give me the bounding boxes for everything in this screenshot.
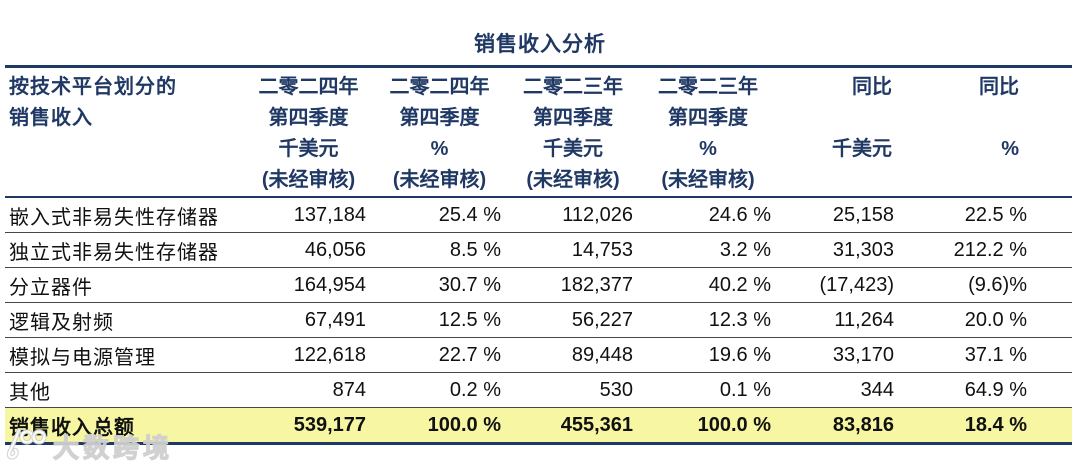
table-cell: 31,303 — [777, 232, 900, 268]
table-cell: 0.2 % — [372, 372, 507, 408]
table-row: 嵌入式非易失性存储器 137,184 25.4 % 112,026 24.6 %… — [5, 197, 1072, 233]
page-title: 销售收入分析 — [474, 33, 606, 56]
row-label: 独立式非易失性存储器 — [5, 232, 245, 268]
table-cell: 164,954 — [245, 267, 372, 303]
table-cell: 14,753 — [507, 232, 639, 268]
table-cell: 8.5 % — [372, 232, 507, 268]
total-row: 销售收入总额 539,177 100.0 % 455,361 100.0 % 8… — [5, 407, 1072, 445]
table-cell: 12.3 % — [639, 302, 777, 338]
total-cell: 100.0 % — [372, 407, 507, 445]
table-cell: 137,184 — [245, 197, 372, 233]
total-cell: 100.0 % — [639, 407, 777, 445]
total-row-label: 销售收入总额 — [5, 407, 245, 445]
table-cell: 89,448 — [507, 337, 639, 373]
table-cell: 22.5 % — [900, 197, 1072, 233]
table-row: 独立式非易失性存储器 46,056 8.5 % 14,753 3.2 % 31,… — [5, 232, 1072, 268]
row-label: 逻辑及射频 — [5, 302, 245, 338]
table-cell: 33,170 — [777, 337, 900, 373]
table-cell: 112,026 — [507, 197, 639, 233]
table-cell: 122,618 — [245, 337, 372, 373]
table-cell: 24.6 % — [639, 197, 777, 233]
table-cell: 3.2 % — [639, 232, 777, 268]
table-row: 模拟与电源管理 122,618 22.7 % 89,448 19.6 % 33,… — [5, 337, 1072, 373]
column-header-2023q4-pct: 二零二三年 第四季度 % (未经审核) — [639, 66, 777, 198]
column-header-yoy-pct: 同比 % — [900, 66, 1072, 198]
table-cell: (17,423) — [777, 267, 900, 303]
table-cell: 67,491 — [245, 302, 372, 338]
table-cell: (9.6)% — [900, 267, 1072, 303]
table-cell: 182,377 — [507, 267, 639, 303]
row-label: 分立器件 — [5, 267, 245, 303]
column-header-2024q4-pct: 二零二四年 第四季度 % (未经审核) — [372, 66, 507, 198]
total-cell: 455,361 — [507, 407, 639, 445]
total-cell: 18.4 % — [900, 407, 1072, 445]
table-cell: 30.7 % — [372, 267, 507, 303]
table-cell: 64.9 % — [900, 372, 1072, 408]
table-cell: 46,056 — [245, 232, 372, 268]
total-cell: 539,177 — [245, 407, 372, 445]
table-cell: 874 — [245, 372, 372, 408]
table-cell: 344 — [777, 372, 900, 408]
table-cell: 0.1 % — [639, 372, 777, 408]
table-cell: 212.2 % — [900, 232, 1072, 268]
sales-revenue-table: 按技术平台划分的 销售收入 二零二四年 第四季度 千美元 (未经审核) 二零二四… — [5, 65, 1072, 445]
table-row: 分立器件 164,954 30.7 % 182,377 40.2 % (17,4… — [5, 267, 1072, 303]
column-header-platform: 按技术平台划分的 销售收入 — [5, 66, 245, 198]
total-cell: 83,816 — [777, 407, 900, 445]
table-cell: 20.0 % — [900, 302, 1072, 338]
column-header-yoy-usd: 同比 千美元 — [777, 66, 900, 198]
table-cell: 40.2 % — [639, 267, 777, 303]
table-cell: 12.5 % — [372, 302, 507, 338]
table-header-row: 按技术平台划分的 销售收入 二零二四年 第四季度 千美元 (未经审核) 二零二四… — [5, 66, 1072, 198]
table-cell: 530 — [507, 372, 639, 408]
table-row: 其他 874 0.2 % 530 0.1 % 344 64.9 % — [5, 372, 1072, 408]
row-label: 嵌入式非易失性存储器 — [5, 197, 245, 233]
table-cell: 56,227 — [507, 302, 639, 338]
column-header-2024q4-usd: 二零二四年 第四季度 千美元 (未经审核) — [245, 66, 372, 198]
table-cell: 25.4 % — [372, 197, 507, 233]
table-cell: 37.1 % — [900, 337, 1072, 373]
table-cell: 25,158 — [777, 197, 900, 233]
column-header-2023q4-usd: 二零二三年 第四季度 千美元 (未经审核) — [507, 66, 639, 198]
row-label: 模拟与电源管理 — [5, 337, 245, 373]
table-cell: 22.7 % — [372, 337, 507, 373]
row-label: 其他 — [5, 372, 245, 408]
table-cell: 19.6 % — [639, 337, 777, 373]
table-row: 逻辑及射频 67,491 12.5 % 56,227 12.3 % 11,264… — [5, 302, 1072, 338]
table-cell: 11,264 — [777, 302, 900, 338]
